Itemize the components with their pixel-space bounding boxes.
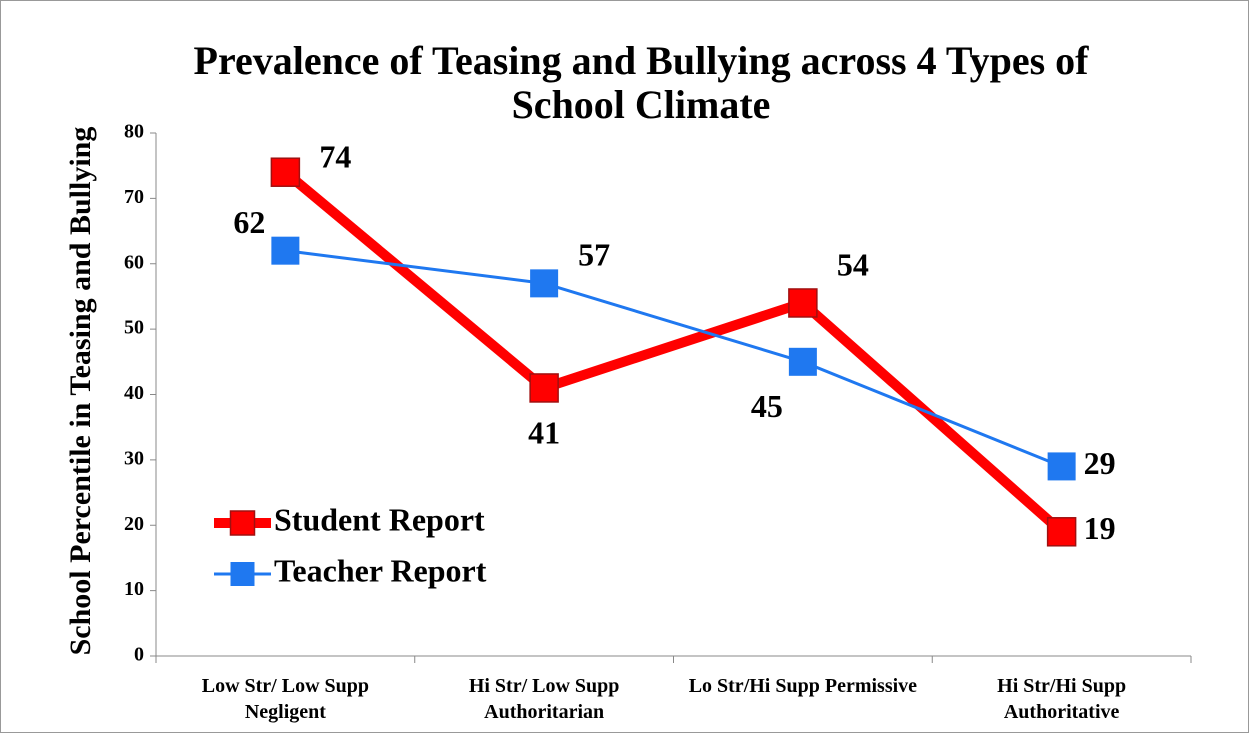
x-tick-label: Hi Str/ Low Supp Authoritarian [468, 675, 620, 723]
y-tick-label: 30 [124, 447, 144, 469]
y-tick-label: 40 [124, 382, 144, 404]
data-label: 62 [233, 204, 265, 240]
marker [529, 373, 559, 403]
x-tick-label: Hi Str/Hi Supp Authoritative [997, 675, 1127, 723]
marker [530, 269, 559, 298]
y-tick-label: 0 [134, 644, 144, 666]
y-tick-label: 10 [124, 578, 144, 600]
data-label: 45 [751, 388, 783, 424]
legend-marker [230, 562, 255, 586]
data-label: 57 [578, 237, 610, 273]
data-label: 29 [1084, 445, 1116, 481]
legend-label: Teacher Report [274, 552, 487, 588]
marker [271, 236, 300, 265]
y-tick-label: 20 [124, 513, 144, 535]
chart-title: Prevalence of Teasing and Bullying acros… [193, 38, 1089, 127]
y-tick-label: 70 [124, 186, 144, 208]
y-tick-label: 50 [124, 317, 144, 339]
x-tick-label: Lo Str/Hi Supp Permissive [688, 675, 918, 697]
data-label: 54 [837, 246, 869, 282]
data-label: 74 [319, 139, 351, 175]
marker [788, 288, 818, 318]
legend-marker [229, 510, 256, 536]
data-label: 19 [1084, 510, 1116, 546]
marker [1046, 517, 1077, 547]
x-tick-label: Low Str/ Low Supp Negligent [201, 675, 370, 723]
data-label: 41 [528, 414, 560, 450]
marker [270, 157, 301, 187]
legend-label: Student Report [274, 501, 485, 537]
y-tick-label: 60 [124, 251, 144, 273]
series-line [282, 168, 1065, 536]
marker [788, 347, 817, 376]
series-line [285, 249, 1063, 468]
y-tick-label: 80 [124, 121, 144, 143]
marker [1047, 452, 1076, 481]
